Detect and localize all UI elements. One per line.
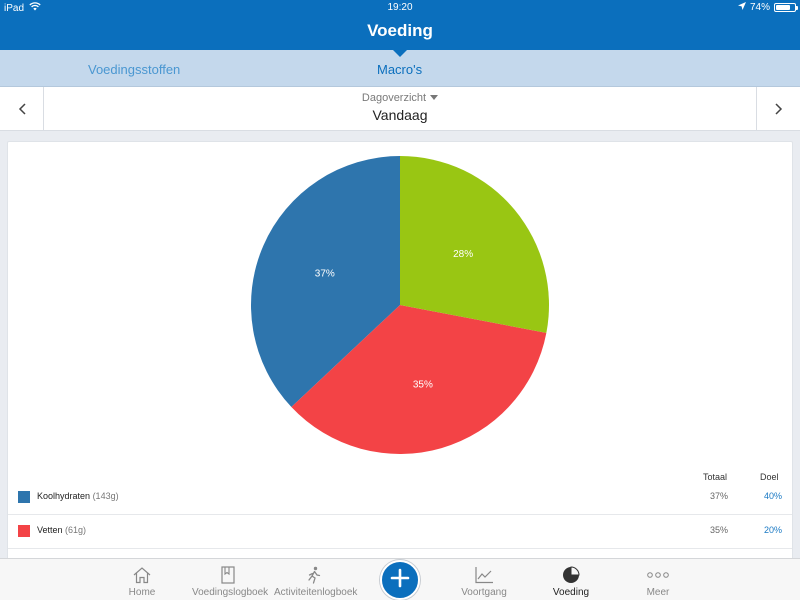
view-mode-label: Dagoverzicht — [361, 92, 427, 104]
status-time: 19:20 — [387, 2, 413, 13]
legend-goal-value[interactable]: 40% — [763, 491, 782, 501]
tabbar-label: Activiteitenlogboek — [274, 587, 358, 598]
legend-name: Vetten — [37, 525, 63, 535]
tab-macros[interactable]: Macro's — [377, 62, 423, 77]
legend-goal-value[interactable]: 20% — [763, 525, 782, 535]
legend-total-value: 35% — [709, 525, 728, 535]
pie-slice-koolhydraten — [251, 156, 400, 407]
more-dots-icon — [628, 565, 688, 585]
macro-pie-chart: 37% 35% 28% — [251, 156, 549, 454]
tabbar-item-home[interactable]: Home — [112, 559, 172, 600]
date-navigator: Dagoverzicht Vandaag — [0, 87, 800, 131]
legend-total-value: 37% — [709, 491, 728, 501]
legend-name: Koolhydraten — [37, 491, 91, 501]
tabbar-item-voedingslogboek[interactable]: Voedingslogboek — [192, 559, 269, 600]
battery-icon — [774, 3, 798, 12]
progress-chart-icon — [454, 565, 514, 585]
legend-header-total: Totaal — [703, 472, 728, 482]
activity-log-icon — [274, 565, 354, 585]
legend-row-koolhydraten[interactable]: Koolhydraten (143g) 37% 40% — [8, 481, 792, 515]
location-arrow-icon — [737, 2, 746, 13]
chevron-left-icon — [18, 99, 26, 120]
pie-chart-icon — [541, 565, 601, 585]
tabbar-item-voortgang[interactable]: Voortgang — [454, 559, 514, 600]
legend-grams: (143g) — [92, 491, 119, 501]
next-day-button[interactable] — [756, 87, 800, 131]
macros-card: 37% 35% 28% Totaal Doel Koolhydraten (143g… — [7, 141, 793, 571]
home-icon — [112, 565, 172, 585]
top-bar: iPad 19:20 74% Voeding — [0, 0, 800, 50]
status-bar: iPad 19:20 74% — [0, 0, 800, 16]
pie-label-vetten: 35% — [413, 380, 433, 391]
pie-label-eiwitten: 28% — [453, 249, 473, 260]
date-range-selector[interactable]: Dagoverzicht Vandaag — [300, 92, 500, 123]
food-log-icon — [192, 565, 264, 585]
add-entry-button[interactable] — [380, 560, 420, 600]
tabbar-label: Voeding — [552, 587, 590, 598]
tabbar-label: Home — [128, 587, 156, 598]
pie-slice-eiwitten — [400, 156, 549, 333]
tabbar-label: Voortgang — [461, 587, 507, 598]
legend-swatch — [18, 525, 30, 537]
selected-date: Vandaag — [372, 107, 428, 123]
chevron-right-icon — [774, 99, 783, 120]
pie-slice-vetten — [291, 305, 547, 454]
pie-label-koolhydraten: 37% — [315, 268, 335, 279]
tabbar-label: Meer — [646, 587, 670, 598]
tabbar-item-voeding[interactable]: Voeding — [541, 559, 601, 600]
page-title: Voeding — [367, 21, 433, 40]
legend-header-goal: Doel — [760, 472, 779, 482]
battery-percentage: 74% — [749, 2, 770, 13]
wifi-icon — [29, 2, 41, 14]
caret-down-icon — [430, 95, 439, 100]
previous-day-button[interactable] — [0, 87, 44, 131]
device-name: iPad — [4, 2, 25, 14]
plus-icon — [390, 568, 410, 593]
active-tab-pointer — [393, 50, 407, 57]
tabbar-label: Voedingslogboek — [192, 587, 269, 598]
legend-swatch — [18, 491, 30, 503]
tab-voedingsstoffen[interactable]: Voedingsstoffen — [88, 62, 181, 77]
tabbar-item-meer[interactable]: Meer — [628, 559, 688, 600]
legend-grams: (61g) — [65, 525, 87, 535]
legend-row-vetten[interactable]: Vetten (61g) 35% 20% — [8, 515, 792, 549]
tabbar-item-activiteitenlogboek[interactable]: Activiteitenlogboek — [274, 559, 358, 600]
